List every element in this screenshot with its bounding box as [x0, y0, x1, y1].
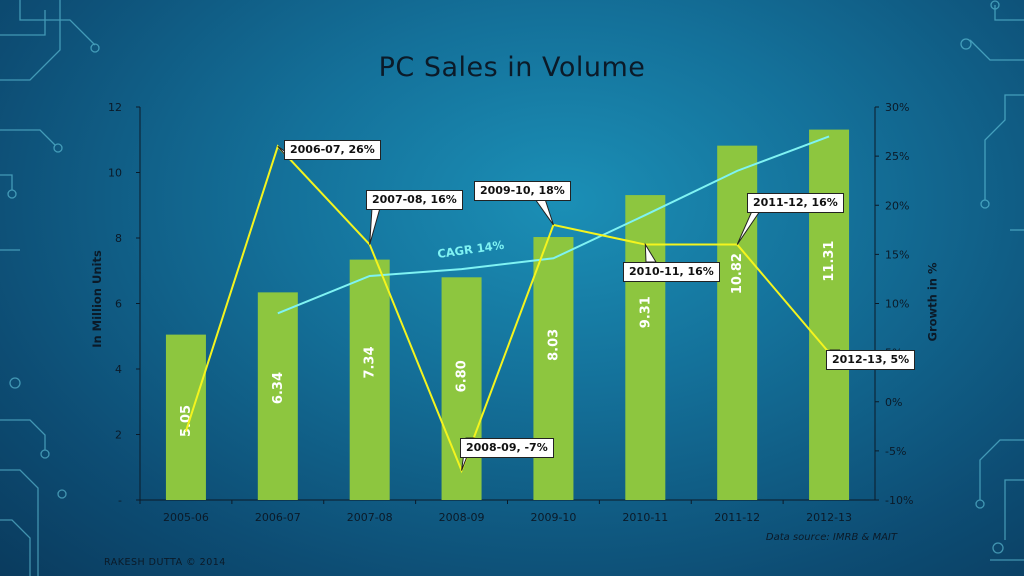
callout-pointer [369, 207, 381, 245]
bar-data-label: 6.80 [455, 360, 470, 392]
y2-tick-label: 20% [885, 199, 909, 212]
y2-tick-label: -5% [885, 445, 906, 458]
bar [349, 259, 390, 500]
bar-data-label: 10.82 [730, 253, 745, 294]
growth-callout: 2012-13, 5% [826, 350, 916, 370]
x-tick-label: 2010-11 [622, 511, 668, 524]
bar-data-label: 6.34 [271, 372, 286, 404]
y2-tick-label: 10% [885, 298, 909, 311]
x-tick-label: 2007-08 [347, 511, 393, 524]
y2-tick-label: 25% [885, 150, 909, 163]
bar-data-label: 9.31 [638, 296, 653, 328]
y-tick-label: 12 [108, 101, 122, 114]
x-tick-label: 2008-09 [439, 511, 485, 524]
bar-data-label: 8.03 [546, 329, 561, 361]
bar [165, 334, 206, 500]
growth-callout: 2009-10, 18% [474, 181, 571, 201]
cagr-line [277, 135, 830, 315]
y-axis-label: In Million Units [89, 250, 104, 348]
bar-data-label: 7.34 [363, 346, 378, 378]
growth-callout: 2006-07, 26% [284, 140, 381, 160]
y-tick-label: 6 [115, 298, 122, 311]
x-tick-label: 2005-06 [163, 511, 209, 524]
y2-tick-label: 30% [885, 101, 909, 114]
x-tick-label: 2012-13 [806, 511, 852, 524]
cagr-label: CAGR 14% [436, 238, 505, 261]
y-tick-label: 10 [108, 167, 122, 180]
y-tick-label: 8 [115, 232, 122, 245]
growth-line [184, 144, 830, 474]
x-tick-label: 2011-12 [714, 511, 760, 524]
y2-tick-label: 0% [885, 396, 902, 409]
x-tick-label: 2009-10 [530, 511, 576, 524]
y-tick-label: 2 [115, 429, 122, 442]
y-tick-label: - [118, 494, 122, 507]
y2-tick-label: -10% [885, 494, 913, 507]
bar [441, 277, 482, 500]
bar-data-label: 5.05 [179, 405, 194, 437]
data-source-note: Data source: IMRB & MAIT [765, 532, 897, 543]
growth-callout: 2007-08, 16% [366, 190, 463, 210]
callout-pointer [534, 198, 554, 226]
author-credit: RAKESH DUTTA © 2014 [104, 557, 226, 568]
bar-data-label: 11.31 [822, 241, 837, 282]
growth-callout: 2011-12, 16% [747, 193, 844, 213]
y2-axis-label: Growth in % [925, 262, 940, 342]
bar [533, 237, 574, 500]
bar [257, 292, 298, 500]
y-tick-label: 4 [115, 363, 122, 376]
slide-title: PC Sales in Volume [378, 52, 646, 83]
growth-callout: 2008-09, -7% [460, 438, 554, 458]
growth-callout: 2010-11, 16% [623, 262, 720, 282]
x-tick-label: 2006-07 [255, 511, 301, 524]
bar [809, 129, 850, 500]
y2-tick-label: 15% [885, 248, 909, 261]
